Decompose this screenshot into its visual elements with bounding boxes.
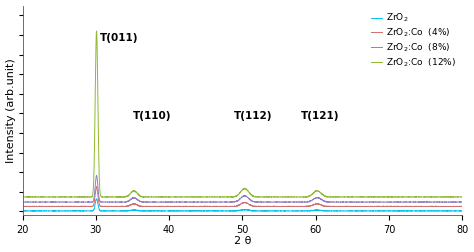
- ZrO$_2$:Co  (12%): [94, 29, 100, 33]
- ZrO$_2$: [20, 209, 26, 212]
- X-axis label: 2 θ: 2 θ: [234, 236, 251, 246]
- ZrO$_2$:Co  (12%): [424, 196, 430, 199]
- ZrO$_2$: [19, 209, 25, 212]
- ZrO$_2$: [339, 209, 345, 212]
- ZrO$_2$: [446, 209, 452, 212]
- ZrO$_2$: [205, 209, 210, 212]
- Line: ZrO$_2$:Co  (8%): ZrO$_2$:Co (8%): [22, 175, 462, 202]
- ZrO$_2$:Co  (12%): [20, 196, 26, 199]
- ZrO$_2$:Co  (4%): [19, 205, 25, 208]
- ZrO$_2$:Co  (8%): [459, 201, 465, 204]
- ZrO$_2$:Co  (8%): [208, 201, 214, 204]
- ZrO$_2$:Co  (4%): [229, 205, 235, 208]
- ZrO$_2$:Co  (4%): [94, 185, 100, 188]
- Line: ZrO$_2$: ZrO$_2$: [22, 199, 462, 211]
- ZrO$_2$:Co  (12%): [229, 196, 235, 199]
- ZrO$_2$:Co  (8%): [339, 201, 345, 204]
- ZrO$_2$:Co  (4%): [208, 205, 214, 208]
- Legend: ZrO$_2$, ZrO$_2$:Co  (4%), ZrO$_2$:Co  (8%), ZrO$_2$:Co  (12%): ZrO$_2$, ZrO$_2$:Co (4%), ZrO$_2$:Co (8%…: [370, 10, 458, 71]
- Text: T(121): T(121): [301, 111, 339, 121]
- ZrO$_2$:Co  (12%): [19, 195, 25, 198]
- ZrO$_2$:Co  (8%): [446, 201, 452, 204]
- ZrO$_2$: [424, 209, 430, 212]
- Line: ZrO$_2$:Co  (4%): ZrO$_2$:Co (4%): [22, 187, 462, 207]
- ZrO$_2$:Co  (8%): [19, 200, 25, 203]
- Text: T(011): T(011): [100, 33, 138, 43]
- Line: ZrO$_2$:Co  (12%): ZrO$_2$:Co (12%): [22, 31, 462, 197]
- ZrO$_2$:Co  (4%): [339, 205, 345, 208]
- ZrO$_2$: [94, 197, 100, 200]
- ZrO$_2$:Co  (4%): [205, 205, 210, 208]
- Text: T(112): T(112): [234, 111, 272, 121]
- ZrO$_2$:Co  (8%): [229, 201, 235, 204]
- ZrO$_2$:Co  (12%): [446, 195, 452, 198]
- ZrO$_2$:Co  (4%): [424, 205, 430, 208]
- ZrO$_2$:Co  (12%): [459, 196, 465, 199]
- ZrO$_2$:Co  (12%): [208, 196, 214, 199]
- ZrO$_2$: [208, 209, 214, 212]
- ZrO$_2$: [459, 209, 465, 212]
- Text: T(110): T(110): [132, 111, 171, 121]
- ZrO$_2$: [229, 209, 235, 212]
- ZrO$_2$:Co  (4%): [446, 205, 452, 208]
- ZrO$_2$:Co  (8%): [20, 201, 26, 204]
- ZrO$_2$:Co  (8%): [94, 174, 100, 177]
- Y-axis label: Intensity (arb.unit): Intensity (arb.unit): [6, 58, 16, 163]
- ZrO$_2$:Co  (4%): [20, 205, 26, 208]
- ZrO$_2$:Co  (8%): [424, 201, 430, 204]
- ZrO$_2$:Co  (12%): [339, 196, 345, 199]
- ZrO$_2$:Co  (12%): [205, 196, 210, 199]
- ZrO$_2$:Co  (4%): [459, 205, 465, 208]
- ZrO$_2$:Co  (8%): [205, 201, 210, 204]
